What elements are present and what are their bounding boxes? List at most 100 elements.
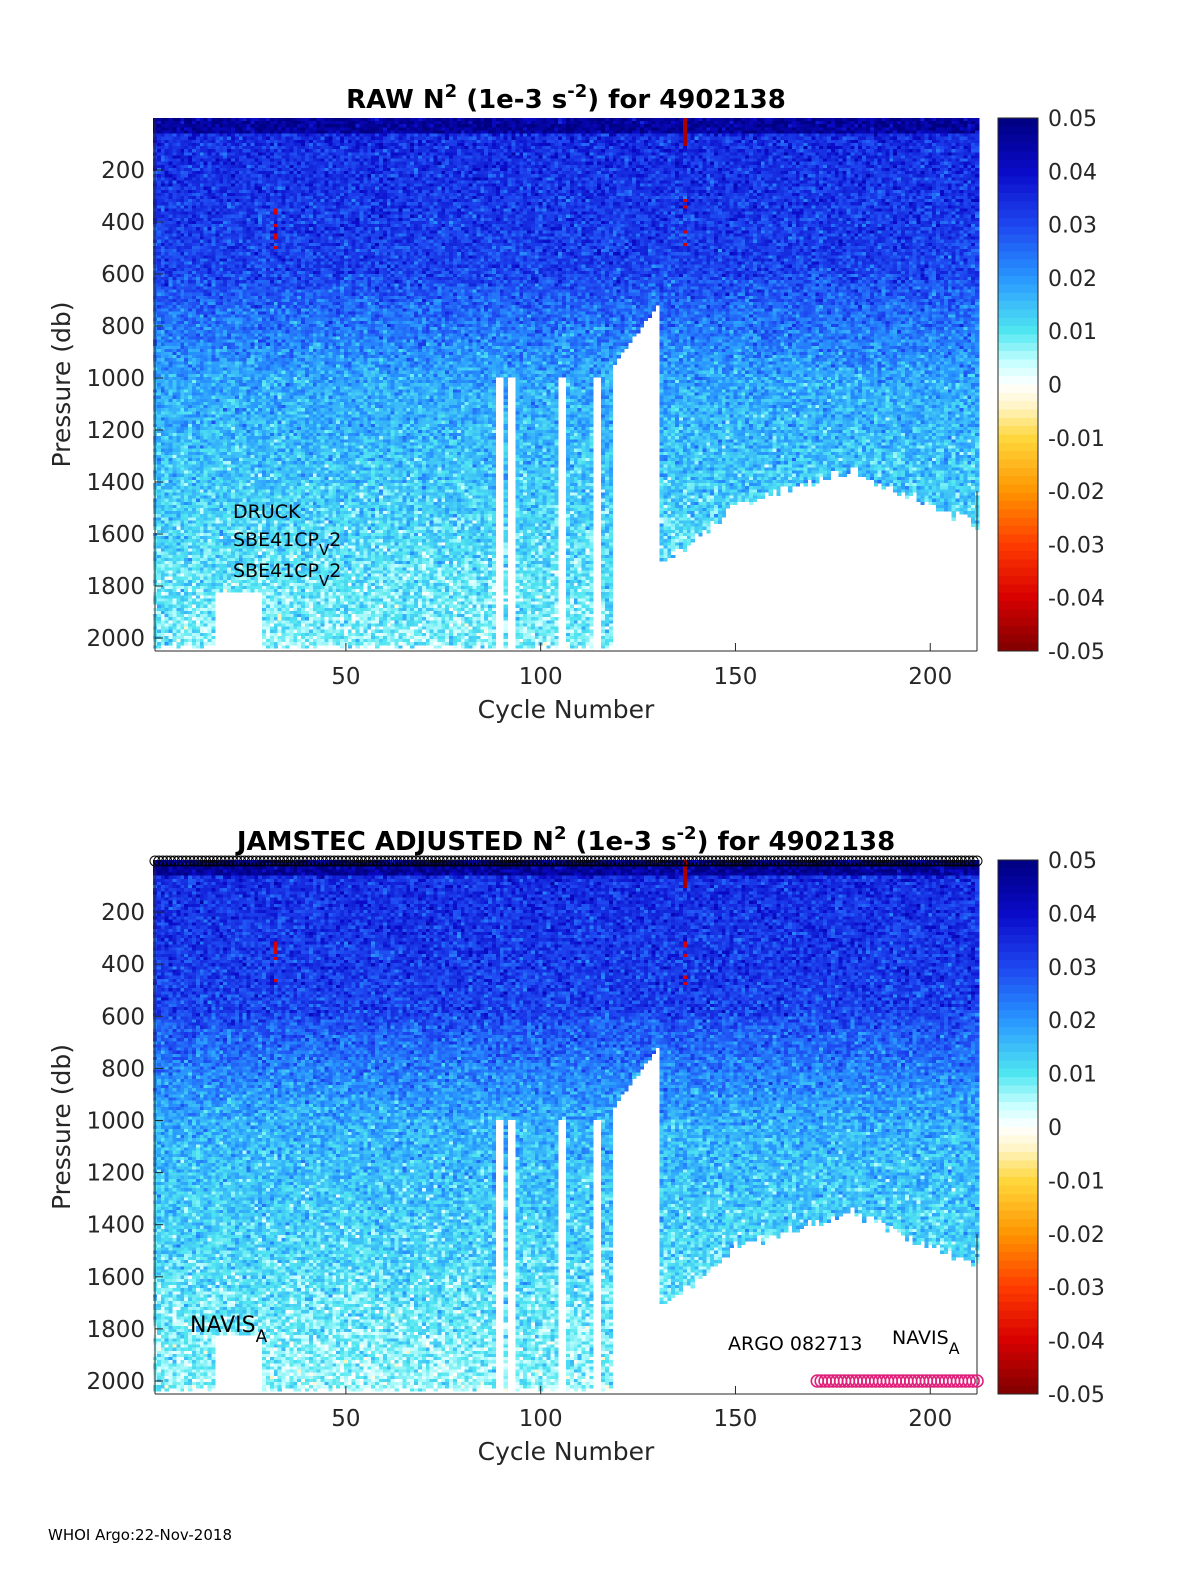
colorbar-segment (998, 1002, 1038, 1011)
colorbar-tick-label: 0.02 (1048, 267, 1097, 292)
colorbar-segment (998, 251, 1038, 260)
colorbar-segment (998, 185, 1038, 194)
colorbar-segment (998, 293, 1038, 302)
colorbar-segment (998, 559, 1038, 568)
colorbar-segment (998, 201, 1038, 210)
colorbar-segment (998, 401, 1038, 410)
colorbar-segment (998, 1202, 1038, 1211)
colorbar-segment (998, 176, 1038, 185)
colorbar-segment (998, 918, 1038, 927)
colorbar-segment (998, 335, 1038, 344)
colorbar-segment (998, 1269, 1038, 1278)
colorbar-segment (998, 935, 1038, 944)
y-axis-label: Pressure (db) (47, 1044, 76, 1210)
colorbar-segment (998, 877, 1038, 886)
heatmap-cells (153, 860, 979, 1392)
colorbar-segment (998, 1110, 1038, 1119)
colorbar-segment (998, 626, 1038, 635)
colorbar-segment (998, 1085, 1038, 1094)
colorbar-segment (998, 893, 1038, 902)
colorbar-tick-label: -0.02 (1048, 480, 1105, 505)
y-tick-label: 1600 (86, 522, 145, 548)
colorbar-segment (998, 285, 1038, 294)
colorbar-segment (998, 1194, 1038, 1203)
colorbar-segment (998, 226, 1038, 235)
y-tick-label: 200 (101, 158, 145, 184)
colorbar-segment (998, 210, 1038, 219)
colorbar-segment (998, 1052, 1038, 1061)
x-tick-label: 50 (331, 664, 360, 690)
colorbar-tick-label: 0.03 (1048, 214, 1097, 239)
x-tick-label: 150 (714, 1406, 758, 1432)
colorbar-segment (998, 1252, 1038, 1261)
x-tick-label: 150 (714, 664, 758, 690)
colorbar-segment (998, 1377, 1038, 1386)
colorbar-segment (998, 1336, 1038, 1345)
colorbar-segment (998, 1369, 1038, 1378)
colorbar-tick-label: 0.04 (1048, 160, 1097, 185)
y-tick-label: 600 (101, 1004, 145, 1030)
colorbar-segment (998, 543, 1038, 552)
colorbar-tick-label: 0.02 (1048, 1009, 1097, 1034)
colorbar-segment (998, 1227, 1038, 1236)
colorbar-segment (998, 985, 1038, 994)
chart-title: JAMSTEC ADJUSTED N2 (1e-3 s-2) for 49021… (235, 823, 895, 857)
colorbar-segment (998, 493, 1038, 502)
colorbar-segment (998, 1152, 1038, 1161)
colorbar-segment (998, 860, 1038, 869)
footer-text: WHOI Argo:22-Nov-2018 (48, 1526, 232, 1544)
colorbar-segment (998, 1311, 1038, 1320)
colorbar-segment (998, 534, 1038, 543)
colorbar-segment (998, 301, 1038, 310)
y-tick-label: 200 (101, 900, 145, 926)
colorbar-segment (998, 1352, 1038, 1361)
annotation-navis-right: NAVISA (892, 1327, 960, 1358)
colorbar-segment (998, 1019, 1038, 1028)
y-axis-label: Pressure (db) (47, 302, 76, 468)
colorbar-segment (998, 268, 1038, 277)
colorbar-segment (998, 1010, 1038, 1019)
colorbar-segment (998, 118, 1038, 127)
colorbar-segment (998, 143, 1038, 152)
x-tick-label: 100 (519, 1406, 563, 1432)
chart-panel-1: 50 100 150 20020040060080010001200140016001… (47, 81, 1105, 724)
colorbar-segment (998, 1386, 1038, 1395)
colorbar-segment (998, 1135, 1038, 1144)
colorbar-segment (998, 1177, 1038, 1186)
colorbar-segment (998, 910, 1038, 919)
colorbar-tick-label: 0.01 (1048, 320, 1097, 345)
colorbar-segment (998, 952, 1038, 961)
annotation-druck: DRUCK (233, 501, 301, 523)
colorbar-segment (998, 385, 1038, 394)
colorbar-segment (998, 927, 1038, 936)
colorbar-segment (998, 509, 1038, 518)
colorbar-tick-label: -0.04 (1048, 587, 1105, 612)
y-tick-label: 1400 (86, 1213, 145, 1239)
colorbar-segment (998, 1235, 1038, 1244)
colorbar-segment (998, 526, 1038, 535)
colorbar-segment (998, 426, 1038, 435)
colorbar-tick-label: 0 (1048, 374, 1062, 399)
colorbar-segment (998, 235, 1038, 244)
colorbar-segment (998, 318, 1038, 327)
colorbar-segment (998, 1094, 1038, 1103)
colorbar-segment (998, 1286, 1038, 1295)
colorbar-segment (998, 1327, 1038, 1336)
colorbar-segment (998, 1160, 1038, 1169)
colorbar-segment (998, 484, 1038, 493)
colorbar-tick-label: -0.05 (1048, 1383, 1105, 1408)
colorbar-segment (998, 168, 1038, 177)
colorbar-segment (998, 1244, 1038, 1253)
colorbar-tick-label: -0.01 (1048, 1169, 1105, 1194)
colorbar-segment (998, 459, 1038, 468)
annotation-argo-id: ARGO 082713 (728, 1333, 862, 1355)
chart-title: RAW N2 (1e-3 s-2) for 4902138 (346, 81, 786, 115)
colorbar-segment (998, 418, 1038, 427)
colorbar-tick-label: -0.01 (1048, 427, 1105, 452)
colorbar-segment (998, 193, 1038, 202)
colorbar-segment (998, 1069, 1038, 1078)
colorbar-segment (998, 1277, 1038, 1286)
colorbar-segment (998, 1294, 1038, 1303)
colorbar-tick-label: 0.01 (1048, 1063, 1097, 1088)
